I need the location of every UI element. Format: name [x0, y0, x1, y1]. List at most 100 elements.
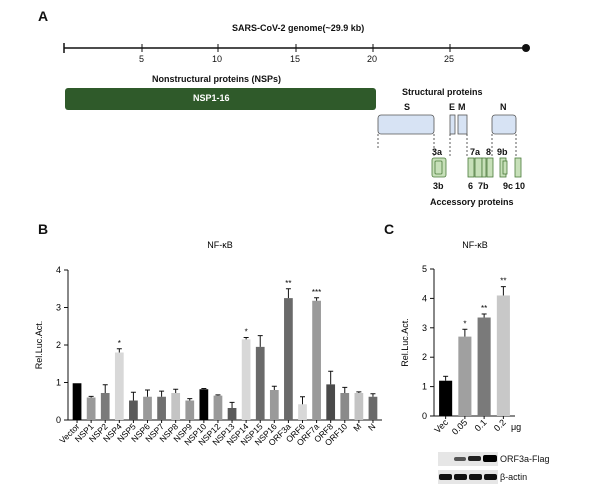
genome-tick-label-10: 10	[212, 54, 223, 64]
x-tick-label-vec: Vec	[432, 417, 450, 435]
y-tick-label-4: 4	[56, 265, 61, 275]
accessory-heading: Accessory proteins	[430, 197, 514, 207]
y-tick-label-0: 0	[422, 411, 427, 421]
bar-nsp15	[255, 346, 265, 420]
accessory-label-3a: 3a	[432, 147, 443, 157]
accessory-box-9c	[502, 160, 508, 175]
bar-nsp14	[241, 339, 251, 420]
y-axis-label: Rel.Luc.Act.	[400, 318, 410, 367]
blot-band-orf3a	[438, 452, 498, 466]
genome-title: SARS-CoV-2 genome(~29.9 kb)	[232, 23, 365, 33]
structural-label-e: E	[449, 102, 456, 112]
accessory-box-10	[514, 157, 522, 178]
significance-0-2: **	[500, 277, 506, 286]
bar-m	[354, 393, 364, 420]
western-blot	[438, 452, 498, 488]
panel-label-c: C	[384, 221, 395, 237]
bar-orf7a	[312, 300, 321, 420]
blot-label-actin: β-actin	[500, 472, 528, 482]
y-tick-label-3: 3	[422, 323, 427, 333]
chart-b: NF-κBRel.Luc.Act.01234VectorNSP1NSP2NSP4…	[34, 240, 382, 448]
bar-orf10	[340, 393, 350, 420]
y-tick-label-0: 0	[56, 415, 61, 425]
bar-0-1	[477, 317, 491, 416]
bar-nsp5	[129, 400, 138, 420]
structural-label-s: S	[404, 102, 411, 112]
bar-nsp12	[213, 395, 223, 420]
accessory-label-7a: 7a	[470, 147, 481, 157]
bar-nsp9	[185, 400, 195, 420]
genome-tick-label-25: 25	[444, 54, 455, 64]
structural-box-e	[449, 114, 456, 135]
significance-0-05: *	[463, 319, 466, 328]
genome-axis-end-dot	[522, 44, 530, 52]
chart-title: NF-κB	[207, 240, 233, 250]
nsp-bar-label: NSP1-16	[193, 93, 230, 103]
significance-orf3a: **	[285, 279, 291, 288]
bar-nsp13	[227, 408, 237, 420]
x-tick-label-m: M	[351, 421, 363, 433]
bar-nsp1	[86, 397, 96, 420]
accessory-box-7a	[474, 157, 483, 178]
structural-box-m	[457, 114, 468, 135]
genome-diagram	[63, 43, 530, 178]
chart-title: NF-κB	[462, 240, 488, 250]
bar-0-2	[496, 295, 510, 416]
accessory-box-8	[486, 157, 494, 178]
accessory-label-10: 10	[515, 181, 526, 191]
bar-nsp2	[100, 393, 110, 420]
accessory-label-3b: 3b	[433, 181, 444, 191]
structural-box-s	[377, 114, 435, 135]
x-tick-label-n: N	[366, 421, 377, 432]
blot-band-actin	[438, 470, 498, 484]
bar-orf3a	[284, 298, 293, 420]
bar-n	[368, 396, 378, 420]
nsp-heading: Nonstructural proteins (NSPs)	[152, 74, 282, 84]
panel-label-b: B	[38, 221, 49, 237]
genome-tick-label-15: 15	[290, 54, 301, 64]
significance-nsp14: *	[245, 328, 248, 337]
structural-heading: Structural proteins	[402, 87, 483, 97]
bar-orf6	[298, 404, 307, 420]
nsp-bar	[65, 88, 376, 110]
bar-0-05	[458, 336, 472, 416]
genome-tick-label-20: 20	[367, 54, 378, 64]
structural-box-n	[491, 114, 517, 135]
x-unit-label: μg	[511, 422, 521, 432]
x-tick-label-0-1: 0.1	[473, 417, 489, 433]
significance-0-1: **	[481, 304, 487, 313]
panel-label-a: A	[38, 8, 49, 24]
accessory-label-6: 6	[468, 181, 474, 191]
chart-c: NF-κB Rel.Luc.Act. 0 1 2 3 4 5 Vec 0.05 * 0.1 ** 0.2 *…	[400, 240, 521, 437]
y-tick-label-5: 5	[422, 264, 427, 274]
accessory-box-7b	[481, 157, 487, 178]
blot-label-orf3a: ORF3a-Flag	[500, 454, 550, 464]
accessory-label-7b: 7b	[478, 181, 489, 191]
y-tick-label-1: 1	[422, 382, 427, 392]
y-tick-label-2: 2	[422, 352, 427, 362]
y-tick-label-1: 1	[56, 378, 61, 388]
bar-vec	[439, 380, 453, 416]
bar-nsp8	[171, 393, 181, 420]
accessory-box-3b	[434, 160, 443, 175]
bar-nsp6	[143, 396, 152, 420]
x-tick-label-0-05: 0.05	[450, 417, 469, 436]
bar-nsp16	[269, 390, 279, 420]
bar-nsp10	[199, 389, 209, 420]
accessory-label-9b: 9b	[497, 147, 508, 157]
bar-orf8	[326, 384, 336, 420]
bar-nsp7	[157, 396, 166, 420]
structural-label-m: M	[458, 102, 466, 112]
y-tick-label-2: 2	[56, 340, 61, 350]
y-axis-label: Rel.Luc.Act.	[34, 321, 44, 370]
y-tick-label-3: 3	[56, 303, 61, 313]
bar-vector	[72, 383, 82, 420]
accessory-label-8: 8	[486, 147, 492, 157]
significance-nsp4: *	[118, 339, 121, 348]
bar-nsp4	[114, 352, 124, 420]
genome-tick-label-5: 5	[139, 54, 145, 64]
x-tick-label-0-2: 0.2	[492, 417, 508, 433]
structural-label-n: N	[500, 102, 507, 112]
accessory-label-9c: 9c	[503, 181, 514, 191]
significance-orf7a: ***	[312, 288, 321, 297]
